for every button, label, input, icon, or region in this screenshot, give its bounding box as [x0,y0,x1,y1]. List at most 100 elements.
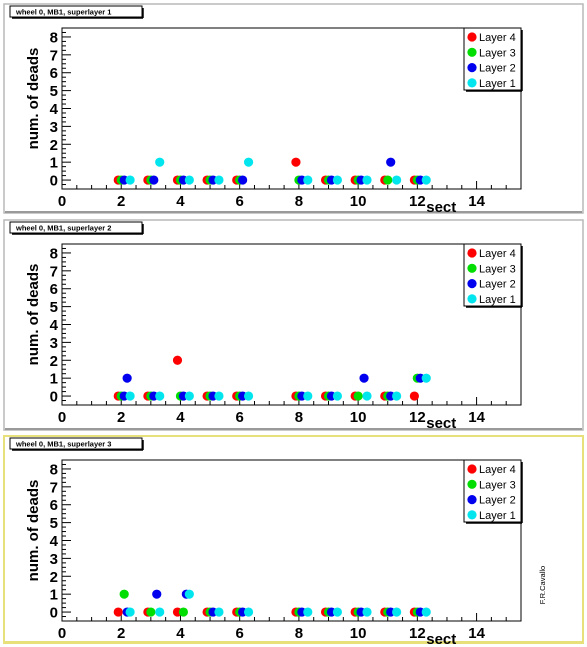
x-tick-label: 14 [468,193,485,210]
point-layer-1 [155,157,165,167]
legend-entry-label: Layer 3 [479,479,516,491]
point-layer-1 [332,607,342,617]
point-layer-3 [178,607,189,617]
y-tick-label: 8 [50,29,58,46]
y-tick-label: 5 [50,83,58,100]
y-tick-label: 0 [50,389,58,406]
point-layer-1 [392,607,402,617]
y-tick-label: 2 [50,137,58,154]
x-tick-label: 10 [350,409,367,426]
y-tick-label: 0 [50,605,58,622]
point-layer-1 [125,391,135,401]
point-layer-1 [421,607,431,617]
y-tick-label: 3 [50,119,58,136]
legend-marker [467,78,477,88]
legend-entry-label: Layer 2 [479,495,516,507]
author-label: F.R.Cavallo [538,566,547,604]
y-axis-title: num. of deads [25,48,42,150]
x-tick-label: 0 [58,193,66,210]
point-layer-3 [383,175,393,185]
x-tick-label: 14 [468,409,485,426]
point-layer-2 [238,175,248,185]
point-layer-1 [392,391,402,401]
y-tick-label: 6 [50,281,58,298]
point-layer-4 [409,391,419,401]
y-tick-label: 1 [50,587,58,604]
panel-title-box: wheel 0, MB1, superlayer 2 [9,221,144,235]
point-layer-1 [392,175,402,185]
point-layer-1 [362,175,372,185]
legend-marker [467,464,477,474]
y-tick-label: 4 [50,101,59,118]
legend-marker [467,294,477,304]
point-layer-1 [362,607,372,617]
panel-2: wheel 0, MB1, superlayer 20 2 4 6 8 10 12 14012… [3,219,584,432]
x-tick-label: 8 [295,409,303,426]
y-tick-label: 8 [50,461,58,478]
x-tick-label: 4 [176,625,185,642]
x-tick-label: 8 [295,193,303,210]
legend: Layer 4 Layer 3 Layer 2 Layer 1 [463,243,523,308]
point-layer-1 [184,391,194,401]
legend-entry-label: Layer 4 [479,248,516,260]
point-layer-3 [119,589,129,599]
y-tick-label: 5 [50,515,58,532]
x-tick-label: 12 [409,409,426,426]
panel-title: wheel 0, MB1, superlayer 2 [15,224,111,233]
point-layer-1 [332,175,342,185]
x-tick-label: 4 [176,193,185,210]
y-axis-title: num. of deads [25,264,42,366]
y-tick-label: 2 [50,569,58,586]
legend-entry-label: Layer 2 [479,279,516,291]
point-layer-1 [214,175,224,185]
x-tick-label: 2 [117,409,125,426]
x-tick-label: 10 [350,625,367,642]
legend-marker [467,263,477,273]
y-tick-label: 7 [50,263,58,280]
legend-marker [467,32,477,42]
legend-entry-label: Layer 3 [479,263,516,275]
point-layer-2 [386,157,396,167]
point-layer-4 [113,607,123,617]
legend-marker [467,47,477,57]
point-layer-1 [303,607,313,617]
data-points [113,589,431,617]
legend-marker [467,279,477,289]
y-tick-label: 4 [50,317,59,334]
x-axis-title: sect [426,415,456,432]
title-box-frame [9,437,143,450]
y-tick-label: 5 [50,299,58,316]
legend-marker [467,510,477,520]
point-layer-3 [353,391,363,401]
point-layer-4 [291,157,301,167]
x-tick-label: 14 [468,625,485,642]
data-points [113,157,431,185]
point-layer-1 [421,373,431,383]
y-tick-label: 6 [50,497,58,514]
legend-marker [467,495,477,505]
panel-title: wheel 0, MB1, superlayer 1 [15,8,111,17]
y-tick-label: 2 [50,353,58,370]
legend-entry-label: Layer 4 [479,32,516,44]
y-tick-label: 3 [50,551,58,568]
x-tick-label: 6 [236,193,244,210]
point-layer-1 [125,175,135,185]
point-layer-1 [243,607,254,617]
x-tick-label: 0 [58,409,66,426]
panel-1: wheel 0, MB1, superlayer 10 2 4 6 8 10 12 14012… [3,3,584,216]
point-layer-1 [303,175,313,185]
point-layer-1 [214,391,224,401]
y-tick-label: 8 [50,245,58,262]
point-layer-1 [303,391,313,401]
point-layer-2 [152,589,162,599]
panel-title-box: wheel 0, MB1, superlayer 3 [9,437,144,451]
legend-entry-label: Layer 4 [479,464,516,476]
point-layer-1 [125,607,135,617]
title-box-frame [9,221,143,234]
x-tick-label: 10 [350,193,367,210]
x-tick-label: 6 [236,409,244,426]
data-points [113,355,431,401]
point-layer-2 [359,373,369,383]
x-tick-label: 6 [236,625,244,642]
